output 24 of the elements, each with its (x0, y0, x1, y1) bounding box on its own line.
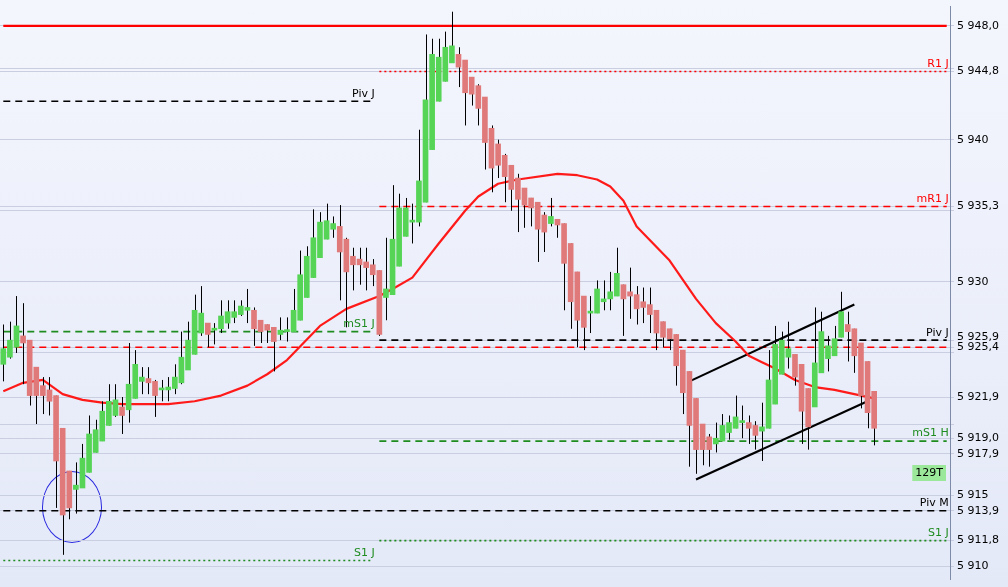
series-label: Piv J (352, 86, 375, 100)
series-label: Piv J (926, 325, 949, 339)
y-tick-label: 5 919,0 (957, 431, 1000, 445)
candlestick (548, 197, 554, 227)
series-label: mS1 H (912, 426, 949, 440)
series-label: S1 J (927, 525, 949, 539)
y-tick-label: 5 940 (957, 132, 989, 146)
candlestick (204, 322, 211, 348)
y-tick-label: 5 913,9 (957, 503, 1000, 517)
series-label: mR1 J (916, 191, 949, 205)
annotation: 129T (915, 465, 944, 479)
y-tick-label: 5 910 (957, 559, 989, 573)
candlestick (119, 396, 125, 435)
y-tick-label: 5 935,3 (957, 199, 1000, 213)
y-tick-label: 5 944,8 (957, 64, 1000, 78)
y-tick-label: 5 921,9 (957, 389, 1000, 403)
series-label: R1 J (927, 56, 949, 70)
y-tick-label: 5 948,0 (957, 18, 1000, 32)
y-tick-label: 5 915 (957, 487, 989, 501)
y-tick-label: 5 917,9 (957, 446, 1000, 460)
series-label: Piv M (919, 496, 949, 510)
series-label: S1 J (354, 545, 375, 559)
y-tick-label: 5 911,8 (957, 533, 1000, 547)
y-tick-label: 5 930 (957, 274, 989, 288)
